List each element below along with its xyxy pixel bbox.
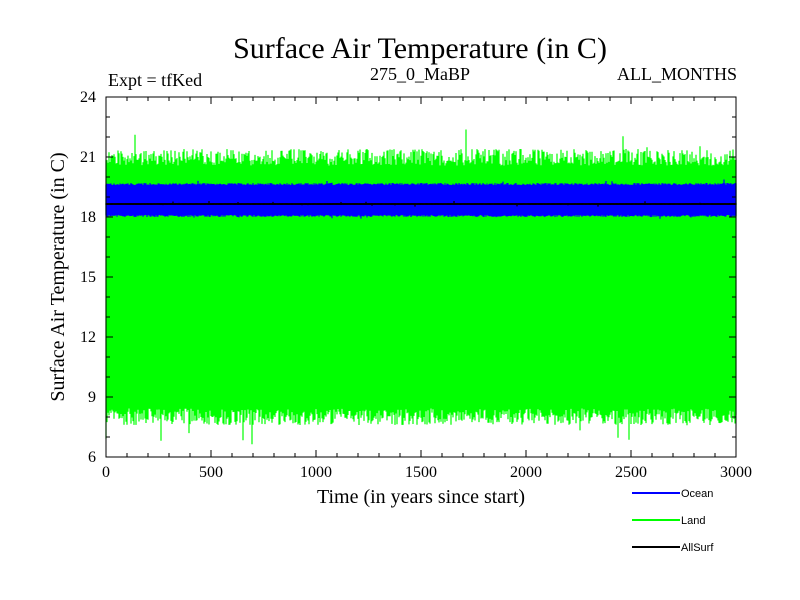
series-line-ocean — [105, 179, 737, 219]
y-tick-label: 24 — [80, 89, 96, 106]
legend: Ocean Land AllSurf — [632, 488, 714, 554]
y-axis: 6 9 12 15 18 21 24 — [80, 89, 736, 466]
y-tick-label: 12 — [80, 329, 96, 346]
legend-label-land: Land — [681, 515, 705, 527]
period-label: 275_0_MaBP — [370, 64, 470, 84]
y-axis-label: Surface Air Temperature (in C) — [47, 152, 69, 401]
x-tick-label: 2500 — [615, 464, 647, 481]
legend-label-allsurf: AllSurf — [681, 542, 714, 554]
series-land — [105, 129, 737, 445]
x-axis: 0 500 1000 1500 2000 2500 3000 — [102, 97, 752, 481]
series-ocean — [105, 179, 737, 219]
chart-title: Surface Air Temperature (in C) — [233, 32, 607, 65]
y-tick-label: 21 — [80, 149, 96, 166]
x-tick-label: 1500 — [405, 464, 437, 481]
x-tick-label: 0 — [102, 464, 110, 481]
y-tick-label: 9 — [88, 389, 96, 406]
x-tick-label: 3000 — [720, 464, 752, 481]
legend-label-ocean: Ocean — [681, 488, 713, 500]
plot-area — [105, 129, 737, 445]
y-tick-label: 6 — [88, 449, 96, 466]
x-axis-label: Time (in years since start) — [317, 486, 525, 508]
x-tick-label: 2000 — [510, 464, 542, 481]
y-tick-label: 18 — [80, 209, 96, 226]
series-line-land — [105, 129, 737, 445]
experiment-label: Expt = tfKed — [108, 70, 202, 90]
x-tick-label: 1000 — [300, 464, 332, 481]
months-label: ALL_MONTHS — [617, 64, 737, 84]
x-tick-label: 500 — [199, 464, 223, 481]
y-tick-label: 15 — [80, 269, 96, 286]
